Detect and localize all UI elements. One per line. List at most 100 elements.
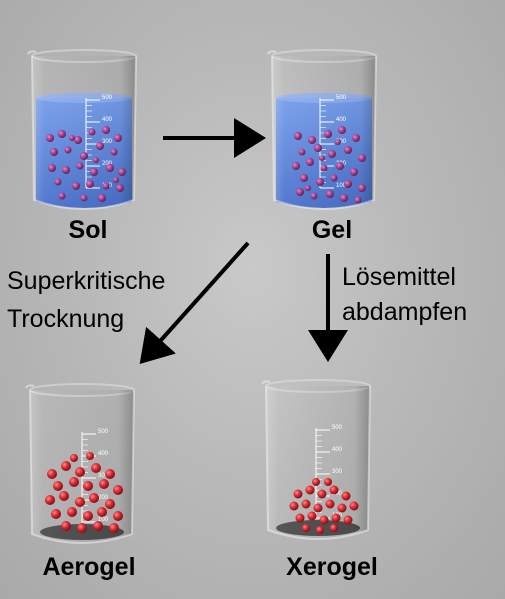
particle xyxy=(289,501,299,511)
particle xyxy=(328,150,336,158)
particle xyxy=(109,523,119,533)
particle xyxy=(50,148,58,156)
scale-tick-label: 200 xyxy=(102,161,113,167)
particle xyxy=(59,491,69,501)
particle xyxy=(294,132,302,140)
particle xyxy=(319,515,329,525)
scale-tick-label: 200 xyxy=(332,491,343,497)
scale-tick-label: 400 xyxy=(98,451,109,457)
particle xyxy=(93,157,99,163)
label-sol: Sol xyxy=(69,216,108,244)
particle xyxy=(307,511,317,521)
particle xyxy=(329,485,339,495)
particle xyxy=(102,182,110,190)
particle xyxy=(69,135,75,141)
particle xyxy=(352,134,360,142)
particle xyxy=(76,162,84,170)
label-aerogel: Aerogel xyxy=(42,553,135,581)
beaker-spout xyxy=(25,384,35,389)
particle xyxy=(45,495,55,505)
scale-tick-label: 400 xyxy=(102,117,113,123)
scale-tick-label: 100 xyxy=(336,183,347,189)
particle xyxy=(337,503,347,513)
particle xyxy=(54,178,62,186)
scale-tick-label: 400 xyxy=(332,447,343,453)
particle xyxy=(62,166,70,174)
particle xyxy=(70,454,78,462)
arrow-gel-to-aerogel xyxy=(139,241,250,364)
particle xyxy=(354,196,362,204)
label-xerogel: Xerogel xyxy=(286,553,378,581)
particle xyxy=(344,180,352,188)
particle xyxy=(91,463,101,473)
label-solvent-evaporation-line1: Lösemittel xyxy=(342,263,456,291)
particle xyxy=(86,180,94,188)
particle xyxy=(67,507,77,517)
particle xyxy=(105,499,115,509)
particle xyxy=(99,479,109,489)
scale-tick-label: 300 xyxy=(98,473,109,479)
particle xyxy=(48,164,56,172)
particle xyxy=(98,194,106,202)
particle xyxy=(343,515,353,525)
particle xyxy=(316,526,324,534)
particle xyxy=(331,513,341,523)
particle xyxy=(358,184,366,192)
particle xyxy=(302,524,310,532)
particle xyxy=(338,126,346,134)
scale-tick-label: 100 xyxy=(98,517,109,523)
particle xyxy=(114,134,122,142)
particle xyxy=(344,146,352,154)
beaker-glass xyxy=(271,55,377,210)
particle xyxy=(317,489,327,499)
particle xyxy=(69,477,79,487)
particle xyxy=(330,524,338,532)
particle xyxy=(310,192,318,200)
particle xyxy=(295,513,305,523)
particle xyxy=(58,130,66,138)
particle xyxy=(298,148,306,156)
scale-tick-label: 300 xyxy=(102,139,113,145)
particle xyxy=(305,185,311,191)
particle xyxy=(93,521,103,531)
particle xyxy=(293,489,303,499)
particle xyxy=(118,168,126,176)
particle xyxy=(305,485,315,495)
beaker-glass xyxy=(265,385,371,540)
particle xyxy=(113,511,123,521)
scale-tick-label: 300 xyxy=(336,139,347,145)
particle xyxy=(300,174,308,182)
particle xyxy=(64,146,72,154)
scale-tick-label: 500 xyxy=(336,95,347,101)
particle xyxy=(105,469,115,479)
scale-tick-label: 500 xyxy=(332,425,343,431)
particle xyxy=(83,481,93,491)
particle xyxy=(102,126,110,134)
beaker-spout xyxy=(27,50,37,55)
particle xyxy=(296,188,304,196)
particle xyxy=(110,148,118,156)
particle xyxy=(97,507,107,517)
particle xyxy=(51,509,61,519)
label-gel: Gel xyxy=(312,216,352,244)
label-solvent-evaporation-line2: abdampfen xyxy=(342,298,467,326)
particle xyxy=(80,194,88,202)
scale-tick-label: 500 xyxy=(98,429,109,435)
particle xyxy=(320,164,328,172)
particle xyxy=(330,174,338,182)
particle xyxy=(75,497,85,507)
particle xyxy=(314,144,322,152)
particle xyxy=(89,493,99,503)
particle xyxy=(113,177,119,183)
scale-tick-label: 200 xyxy=(98,495,109,501)
particle xyxy=(312,478,320,486)
particle xyxy=(325,499,335,509)
label-supercritical-drying-line1: Superkritische xyxy=(7,267,165,295)
particle xyxy=(58,192,66,200)
particle xyxy=(301,499,311,509)
particle xyxy=(83,511,93,521)
particle xyxy=(74,136,82,144)
scale-tick-label: 400 xyxy=(336,117,347,123)
particle xyxy=(336,162,344,170)
